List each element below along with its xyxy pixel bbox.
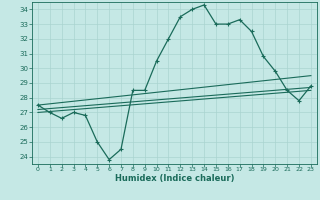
X-axis label: Humidex (Indice chaleur): Humidex (Indice chaleur) — [115, 174, 234, 183]
